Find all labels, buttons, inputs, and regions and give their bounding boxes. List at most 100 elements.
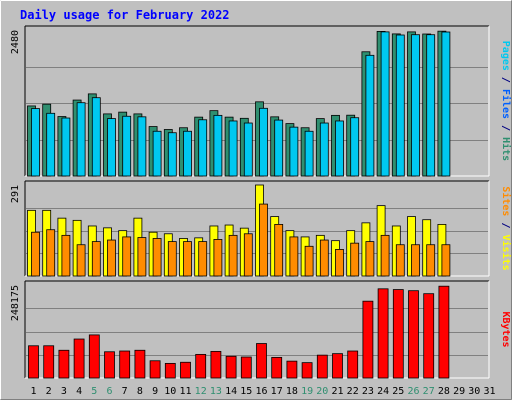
x-tick-day-13: 13 xyxy=(210,386,222,397)
bar-files-day-28 xyxy=(441,31,451,177)
x-tick-day-23: 23 xyxy=(362,386,374,397)
bar-files-day-2 xyxy=(46,112,56,177)
pages-files-hits-panel-legend: Pages / Files / Hits xyxy=(500,41,512,161)
x-tick-day-28: 28 xyxy=(438,386,450,397)
bar-kbytes-day-2 xyxy=(43,345,55,379)
bar-files-day-26 xyxy=(411,34,420,177)
bar-kbytes-day-8 xyxy=(134,349,146,379)
bar-kbytes-day-16 xyxy=(256,343,267,379)
bar-kbytes-day-21 xyxy=(332,353,343,379)
bar-kbytes-day-25 xyxy=(392,289,404,379)
bar-sites-day-8 xyxy=(137,237,147,277)
x-tick-day-8: 8 xyxy=(137,386,143,397)
chart-panels: 2480 Pages / Files / Hits 291 Sites / Visit… xyxy=(10,25,512,379)
pages-files-hits-panel-legend-part-3: Files xyxy=(500,89,512,119)
bar-kbytes-day-4 xyxy=(73,338,85,379)
bar-files-day-14 xyxy=(228,120,238,177)
bar-kbytes-day-9 xyxy=(149,360,161,379)
bar-files-day-24 xyxy=(380,31,390,177)
bar-files-day-15 xyxy=(243,122,253,177)
bar-kbytes-day-23 xyxy=(362,300,374,379)
bar-kbytes-day-17 xyxy=(271,356,283,379)
bar-kbytes-day-14 xyxy=(225,355,237,379)
bar-files-day-1 xyxy=(31,108,40,177)
sites-visits-panel-legend-part-3: Visits xyxy=(500,235,512,271)
bar-kbytes-day-6 xyxy=(104,351,115,379)
x-tick-day-9: 9 xyxy=(152,386,158,397)
chart-title: Daily usage for February 2022 xyxy=(20,8,230,22)
pages-files-hits-panel-legend-part-5: Hits xyxy=(500,137,512,161)
bar-kbytes-day-20 xyxy=(316,354,328,379)
bar-sites-day-19 xyxy=(304,245,314,277)
bar-sites-day-14 xyxy=(228,234,238,277)
bar-sites-day-5 xyxy=(91,241,101,277)
kbytes-panel-legend: KBytes xyxy=(500,311,511,347)
x-tick-day-21: 21 xyxy=(331,386,343,397)
pages-files-hits-panel-legend-part-4: / xyxy=(500,119,511,137)
bar-files-day-20 xyxy=(319,122,329,177)
bar-files-day-19 xyxy=(304,130,314,177)
bar-sites-day-26 xyxy=(411,244,420,277)
bar-sites-day-4 xyxy=(76,244,86,277)
x-tick-day-18: 18 xyxy=(286,386,298,397)
bar-kbytes-day-19 xyxy=(301,362,313,379)
bar-kbytes-day-27 xyxy=(423,293,435,379)
bar-sites-day-20 xyxy=(319,239,329,277)
bar-sites-day-2 xyxy=(46,229,56,277)
pages-files-hits-panel: 2480 Pages / Files / Hits xyxy=(10,25,512,177)
x-tick-day-22: 22 xyxy=(347,386,359,397)
x-tick-day-14: 14 xyxy=(225,386,237,397)
bar-kbytes-day-28 xyxy=(438,285,450,379)
bar-files-day-3 xyxy=(61,117,71,177)
x-tick-day-6: 6 xyxy=(106,386,112,397)
x-tick-day-29: 29 xyxy=(453,386,465,397)
x-tick-day-24: 24 xyxy=(377,386,389,397)
bar-sites-day-9 xyxy=(152,238,162,277)
x-tick-day-26: 26 xyxy=(407,386,419,397)
sites-visits-panel-legend-part-2: / xyxy=(500,216,511,234)
bar-sites-day-1 xyxy=(31,231,40,277)
x-tick-day-15: 15 xyxy=(240,386,252,397)
bar-sites-day-15 xyxy=(243,233,253,277)
x-tick-day-31: 31 xyxy=(483,386,495,397)
sites-visits-panel-max-label: 291 xyxy=(10,185,21,203)
bar-kbytes-day-18 xyxy=(286,360,298,379)
bar-files-day-25 xyxy=(395,34,405,177)
bar-sites-day-27 xyxy=(426,244,436,277)
bar-kbytes-day-24 xyxy=(377,288,389,379)
bar-sites-day-3 xyxy=(61,234,71,277)
bar-files-day-4 xyxy=(76,102,86,177)
bar-sites-day-17 xyxy=(274,223,284,277)
bar-sites-day-16 xyxy=(259,203,268,277)
bar-sites-day-13 xyxy=(213,239,223,277)
kbytes-panel: 248175 KBytes xyxy=(10,280,511,379)
bar-kbytes-day-10 xyxy=(164,362,176,379)
bar-files-day-18 xyxy=(289,126,299,177)
x-tick-day-16: 16 xyxy=(255,386,267,397)
bar-sites-day-6 xyxy=(107,239,116,277)
bar-sites-day-11 xyxy=(183,241,192,277)
bar-kbytes-day-5 xyxy=(88,334,100,379)
bar-files-day-5 xyxy=(91,97,101,177)
bar-sites-day-12 xyxy=(198,241,208,277)
x-tick-day-27: 27 xyxy=(423,386,435,397)
bar-files-day-13 xyxy=(213,114,223,177)
x-tick-day-4: 4 xyxy=(76,386,82,397)
bar-sites-day-23 xyxy=(365,241,375,277)
bar-kbytes-day-7 xyxy=(119,350,131,379)
bar-kbytes-day-3 xyxy=(58,349,70,379)
x-tick-day-30: 30 xyxy=(468,386,480,397)
bar-kbytes-day-26 xyxy=(408,290,419,379)
bar-kbytes-day-11 xyxy=(180,361,191,379)
x-axis-labels: 1 2 3 4 5 6 7 8 9 10 11 12 13 14 15 16 17 18 19 20 21 22 23 24 2… xyxy=(30,386,495,397)
kbytes-panel-max-label: 248175 xyxy=(10,285,21,321)
bar-kbytes-day-13 xyxy=(210,350,222,379)
bar-files-day-7 xyxy=(122,115,132,177)
bar-files-day-17 xyxy=(274,119,284,177)
bar-kbytes-day-12 xyxy=(195,353,207,379)
x-tick-day-10: 10 xyxy=(164,386,176,397)
bar-sites-day-21 xyxy=(335,249,344,277)
bar-kbytes-day-15 xyxy=(240,356,252,379)
bar-files-day-23 xyxy=(365,54,375,177)
